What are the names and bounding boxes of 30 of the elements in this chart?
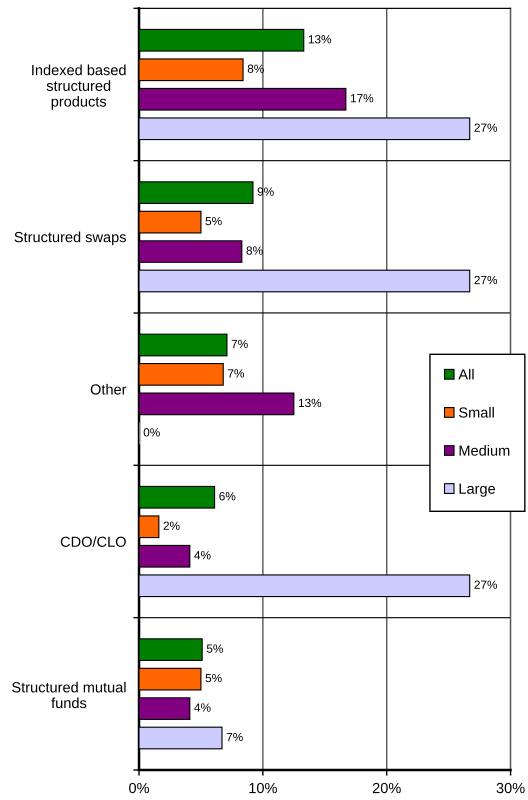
legend-label: Large [460,484,496,497]
x-tick-label: 20% [372,782,401,794]
y-tick-label: Structured mutual funds [12,682,126,708]
legend-label: Small [459,406,494,418]
y-tick-label: Indexed based structured products [32,64,126,110]
data-label: 4% [194,551,211,560]
y-tick-label: Structured swaps [14,232,126,246]
legend-label: All [458,368,474,380]
data-label: 27% [474,580,498,589]
data-label: 7% [232,340,248,348]
data-label: 27% [474,276,498,284]
data-label: 5% [206,216,222,226]
x-tick-label: 30% [496,782,525,794]
data-label: 13% [298,398,322,408]
data-label: 4% [194,703,211,712]
data-label: 2% [164,522,180,530]
data-label: 5% [206,674,222,682]
data-label: 7% [228,369,244,378]
data-label: 17% [350,94,374,102]
data-label: 27% [474,124,498,132]
data-label: 5% [206,644,223,653]
y-tick-label: Other [90,384,126,395]
x-tick-label: 0% [129,782,150,794]
x-tick-label: 10% [249,782,277,794]
data-label: 13% [308,35,332,44]
legend-label: Medium [460,445,510,456]
y-tick-label: CDO/CLO [60,536,126,547]
data-label: 7% [226,732,243,742]
data-label: 6% [219,492,236,500]
data-label: 0% [144,428,160,437]
